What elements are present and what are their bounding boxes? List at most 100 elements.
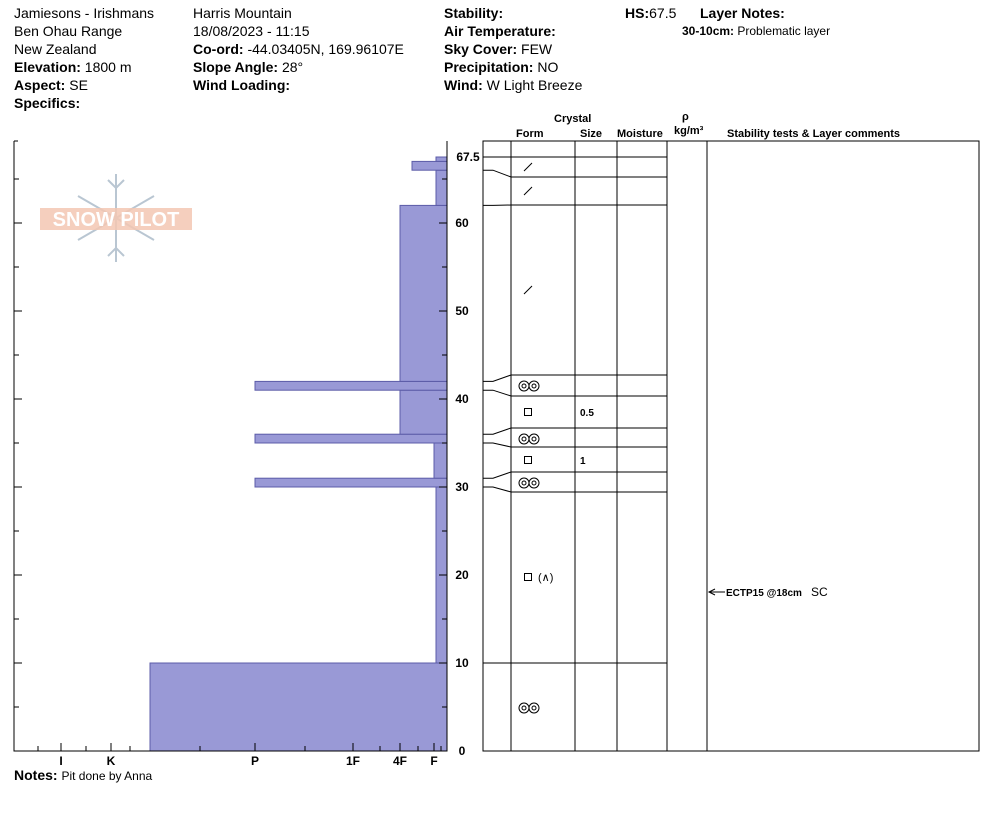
height-tick-label: 20 [455,568,469,582]
layer-note-range: 30-10cm: [682,24,735,38]
layer-connector [483,442,512,448]
faceted-crystal-icon [524,408,532,416]
aspect-label: Aspect: [14,77,66,93]
sky-value: FEW [521,41,553,57]
arrowhead-icon [707,588,716,596]
hardness-tick-label: 1F [346,754,360,768]
coord-label: Co-ord: [193,41,244,57]
wind-row: Wind: W Light Breeze [444,76,582,94]
wind-loading-label: Wind Loading: [193,77,291,93]
hardness-bar [399,389,448,435]
decomposing-fragments-icon [523,186,533,196]
hardness-tick-label: K [107,754,116,768]
location-name: Jamiesons - Irishmans [14,5,155,21]
stability-test-label: ECTP15 @18cm [726,588,802,599]
header-moisture: Moisture [617,128,663,140]
header-crystal: Crystal [554,113,592,125]
sky-row: Sky Cover: FEW [444,40,552,58]
layer-notes-label: Layer Notes: [700,5,785,21]
precip-label: Precipitation: [444,59,534,75]
hs-label: HS: [625,5,650,21]
secondary-form-label: (∧) [538,572,553,584]
logo-text: SNOW PILOT [53,209,180,231]
hardness-bar [399,204,448,382]
precip-row: Precipitation: NO [444,58,558,76]
notes-label: Notes: [14,767,58,783]
country-name: New Zealand [14,41,97,57]
hardness-bar [149,662,448,752]
sky-label: Sky Cover: [444,41,518,57]
hs-tick-label: 67.5 [456,150,480,164]
stability-test-marker: ECTP15 @18cm SC [707,585,828,599]
slope-row: Slope Angle: 28° [193,58,303,76]
crystal-size-label: 1 [580,456,586,467]
slope-value: 28° [281,59,304,75]
header-density-unit: kg/m³ [674,125,704,137]
layer-table [482,140,980,752]
site-name: Harris Mountain [193,5,292,21]
stability-tests: ECTP15 @18cm SC [707,585,828,599]
hardness-bar [254,433,448,444]
layer-connector [483,427,512,435]
melt-forms-icon [518,380,540,392]
snowpilot-logo: SNOW PILOT [36,170,196,266]
wind-label: Wind: [444,77,483,93]
slope-label: Slope Angle: [193,59,279,75]
height-tick-label: 0 [459,744,466,758]
crystal-symbols: 0.5 1 (∧) [518,162,594,714]
height-tick-label: 10 [455,656,469,670]
faceted-crystal-icon [524,573,532,581]
layer-note-text: Problematic layer [737,24,831,38]
air-temp-label: Air Temperature: [444,23,556,39]
melt-forms-icon [518,433,540,445]
coord-value: -44.03405N, 169.96107E [247,41,404,57]
decomposing-fragments-icon [523,162,533,172]
coord-row: Co-ord: -44.03405N, 169.96107E [193,40,404,58]
hardness-tick-label: 4F [393,754,407,768]
faceted-crystal-icon [524,456,532,464]
hardness-tick-label: I [59,754,62,768]
notes-row: Notes: Pit done by Anna [14,766,152,785]
decomposing-fragments-icon [523,285,533,295]
precip-value: NO [537,59,559,75]
height-tick-label: 50 [455,304,469,318]
wind-value: W Light Breeze [486,77,583,93]
hs-value: 67.5 [649,5,677,21]
header-size: Size [580,128,603,140]
height-tick-label: 30 [455,480,469,494]
header-stability: Stability tests & Layer comments [727,128,901,140]
hardness-tick-label: F [430,754,437,768]
elevation-label: Elevation: [14,59,81,75]
aspect-row: Aspect: SE [14,76,88,94]
table-frame [482,140,980,752]
hardness-bar [254,477,448,488]
hardness-bar [435,156,448,162]
hardness-axis-frame [13,141,448,752]
stability-label: Stability: [444,5,504,21]
elevation-value: 1800 m [84,59,132,75]
hardness-bar [254,380,448,391]
hardness-bar [435,169,448,206]
elevation-row: Elevation: 1800 m [14,58,132,76]
hardness-bars [149,156,448,752]
melt-forms-icon [518,477,540,489]
datetime: 18/08/2023 - 11:15 [193,23,310,39]
crystal-size-label: 0.5 [580,408,594,419]
hardness-bar [411,160,448,171]
range-name: Ben Ohau Range [14,23,123,39]
header-form: Form [516,128,544,140]
height-tick-label: 60 [455,216,469,230]
hardness-bar [433,442,448,479]
hs-row: HS:67.5 [625,4,676,22]
notes-text: Pit done by Anna [61,769,153,783]
layer-connector [483,471,512,479]
layer-note-row: 30-10cm: Problematic layer [682,22,830,40]
layer-connector [483,389,512,397]
layer-connector [483,374,512,382]
layer-connector [483,486,512,493]
layer-connector [483,169,512,178]
hardness-axis: I K P 1F 4F F 0 10 20 30 40 50 60 67.5 [13,140,480,768]
aspect-value: SE [69,77,88,93]
header-rho: ρ [682,111,689,123]
